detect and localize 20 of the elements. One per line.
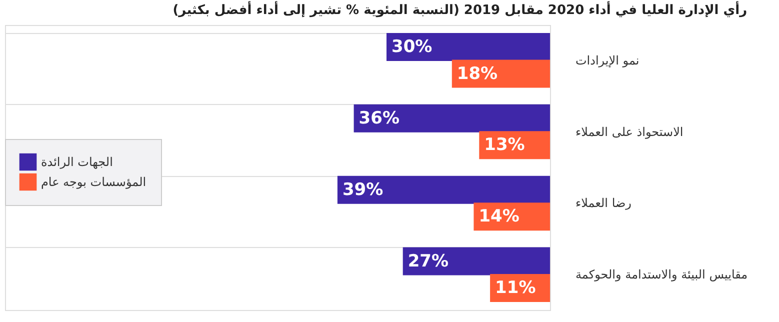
y-tick-label: نمو الإيرادات xyxy=(576,53,640,68)
data-label: 18% xyxy=(456,64,498,84)
bar xyxy=(354,104,550,132)
data-label: 36% xyxy=(358,108,400,128)
data-label: 30% xyxy=(392,36,432,57)
bar xyxy=(402,247,550,276)
data-label: 27% xyxy=(408,251,449,272)
legend-label: المؤسسات بوجه عام xyxy=(41,175,146,189)
data-label: 11% xyxy=(495,278,536,298)
data-label: 13% xyxy=(484,135,525,156)
bar xyxy=(337,176,550,204)
y-tick-label: رضا العملاء xyxy=(576,196,632,210)
bar xyxy=(452,60,550,88)
data-label: 14% xyxy=(478,206,520,227)
legend-label: الجهات الرائدة xyxy=(41,155,113,169)
y-tick-label: مقاييس البيئة والاستدامة والحوكمة xyxy=(576,268,748,282)
data-label: 39% xyxy=(342,180,384,200)
y-tick-label: الاستحواذ على العملاء xyxy=(576,124,684,139)
bar xyxy=(386,32,550,61)
chart-title: رأي الإدارة العليا في أداء 2020 مقابل 2019 (النسبة المئوية % تشير إلى أداء أفضل بكثير) xyxy=(172,1,748,18)
